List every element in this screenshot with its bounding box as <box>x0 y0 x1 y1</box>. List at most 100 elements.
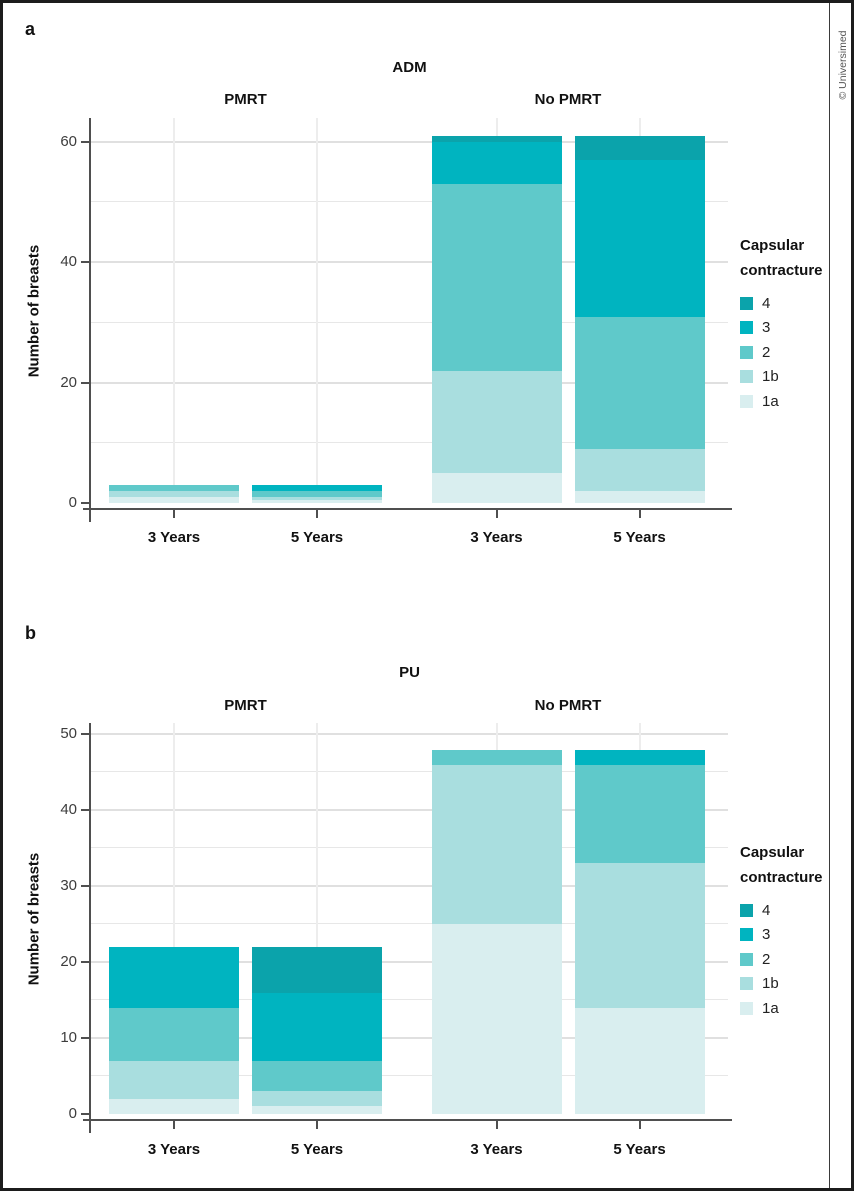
legend-swatch-4 <box>740 903 753 917</box>
gridline-h <box>91 961 728 964</box>
gridline-h <box>91 141 728 144</box>
bar-segment-grade-4 <box>431 136 562 143</box>
x-tick-mark <box>495 510 498 518</box>
y-tick-mark <box>81 1113 89 1115</box>
legend-label: 1b <box>762 975 779 993</box>
bar-segment-grade-2 <box>108 484 239 491</box>
bar-no-pmrt-5-years <box>574 723 705 1114</box>
bar-segment-grade-1a <box>108 496 239 503</box>
panel-a: a ADM PMRT No PMRT Number of breasts Cap… <box>3 3 851 1188</box>
bar-segment-grade-1b <box>574 863 705 1008</box>
x-tick-mark <box>173 1121 175 1129</box>
y-tick-label: 30 <box>60 877 77 895</box>
y-tick-mark <box>81 261 89 264</box>
bar-segment-grade-1a <box>431 924 562 1114</box>
bar-segment-grade-1b <box>574 448 705 491</box>
y-tick-mark <box>81 381 89 384</box>
bar-segment-grade-1b <box>108 1060 239 1099</box>
legend-items: 4 3 2 1b 1a <box>740 291 851 414</box>
legend-swatch-1a <box>740 1001 753 1015</box>
gridline-h <box>91 847 728 849</box>
bar-no-pmrt-5-years <box>574 118 705 503</box>
legend-label: 2 <box>762 343 771 361</box>
bar-segment-grade-3 <box>574 160 705 317</box>
y-tick-mark <box>81 502 89 504</box>
facet-label-no-pmrt: No PMRT <box>534 697 602 714</box>
legend-item-1a: 1a <box>740 389 851 414</box>
copyright-notice: © Universimed <box>837 30 849 100</box>
gridline-h <box>91 441 728 443</box>
gridline-h <box>91 733 728 736</box>
plot-area <box>91 723 728 1114</box>
bar-segment-grade-2 <box>574 316 705 449</box>
x-tick-label: 5 Years <box>290 1141 344 1158</box>
x-tick-mark <box>638 1121 641 1129</box>
legend-label: 1b <box>762 368 779 386</box>
bar-pmrt-5-years <box>252 723 382 1114</box>
legend-items: 4 3 2 1b 1a <box>740 898 851 1021</box>
gridline-h <box>91 381 728 384</box>
bar-segment-grade-3 <box>431 142 562 185</box>
panel-label-a: a <box>25 19 36 39</box>
plot-area <box>91 118 728 503</box>
panel-label-b: b <box>25 623 36 643</box>
legend-item-2: 2 <box>740 340 851 365</box>
facet-label-no-pmrt: No PMRT <box>534 91 602 108</box>
bar-segment-grade-1b <box>108 490 239 497</box>
bar-segment-grade-1b <box>431 370 562 473</box>
legend: Capsular contracture 4 3 2 1b 1a <box>740 233 851 414</box>
legend-swatch-3 <box>740 928 753 942</box>
bar-pmrt-3-years <box>108 723 239 1114</box>
bar-segment-grade-3 <box>252 992 382 1061</box>
legend-label: 3 <box>762 926 771 944</box>
legend-swatch-1b <box>740 977 753 991</box>
bar-segment-grade-1a <box>108 1098 239 1114</box>
legend-item-2: 2 <box>740 947 851 972</box>
gridline-h <box>91 999 728 1001</box>
bar-segment-grade-4 <box>574 136 705 161</box>
x-axis-line <box>83 1119 732 1121</box>
x-tick-mark <box>638 510 641 518</box>
legend-item-1b: 1b <box>740 972 851 997</box>
y-tick-label: 50 <box>60 725 77 743</box>
gridline-h <box>91 1075 728 1077</box>
panel-b: b PU PMRT No PMRT Number of breasts Caps… <box>3 3 851 1188</box>
legend-swatch-1a <box>740 394 753 408</box>
x-tick-label: 5 Years <box>290 529 344 546</box>
gridline-h <box>91 771 728 773</box>
x-tick-label: 3 Years <box>470 1141 523 1158</box>
legend-label: 1a <box>762 392 779 410</box>
gridline-v <box>316 118 318 503</box>
bar-no-pmrt-3-years <box>431 118 562 503</box>
facet-label-pmrt: PMRT <box>224 91 267 108</box>
x-tick-label: 3 Years <box>470 529 523 546</box>
gridline-v <box>173 118 175 503</box>
bar-segment-grade-2 <box>431 749 562 765</box>
x-tick-label: 5 Years <box>613 1141 666 1158</box>
legend-swatch-4 <box>740 296 753 310</box>
bar-segment-grade-2 <box>574 764 705 864</box>
gridline-h <box>91 885 728 888</box>
x-tick-label: 5 Years <box>613 529 666 546</box>
x-axis-line <box>83 508 732 510</box>
y-tick-label: 20 <box>60 373 77 391</box>
y-tick-mark <box>81 141 89 144</box>
gridline-h <box>91 201 728 203</box>
legend-item-3: 3 <box>740 923 851 948</box>
gridline-h <box>91 321 728 323</box>
gridline-h <box>91 261 728 264</box>
y-tick-label: 20 <box>60 953 77 971</box>
gridline-h <box>91 809 728 812</box>
x-tick-mark <box>316 1121 318 1129</box>
bar-segment-grade-1a <box>574 490 705 503</box>
y-tick-label: 40 <box>60 801 77 819</box>
legend: Capsular contracture 4 3 2 1b 1a <box>740 840 851 1021</box>
y-tick-label: 10 <box>60 1029 77 1047</box>
y-tick-mark <box>81 885 89 888</box>
bar-segment-grade-3 <box>108 946 239 1008</box>
bar-segment-grade-3 <box>252 484 382 491</box>
bar-segment-grade-3 <box>574 749 705 765</box>
legend-item-1b: 1b <box>740 365 851 390</box>
y-tick-mark <box>81 809 89 812</box>
